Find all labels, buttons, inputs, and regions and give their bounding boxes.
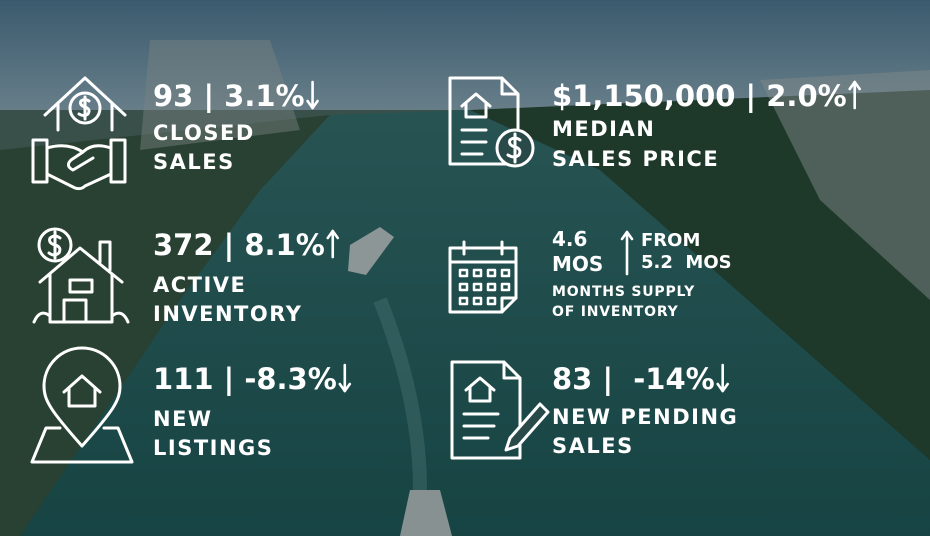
supply-from-label: FROM (641, 230, 700, 251)
icon-new-listings (30, 346, 134, 464)
arrow-part (716, 382, 729, 393)
trend-arrow-up (620, 230, 634, 276)
stat-label: SALES (153, 150, 235, 174)
stat-headline: 93 | 3.1% (153, 79, 305, 113)
stat-label: SALES (552, 434, 634, 458)
icons (30, 76, 550, 464)
trend-arrow-up (848, 80, 861, 110)
stat-label: CLOSED (153, 121, 255, 145)
stat-headline: 372 | 8.1% (153, 228, 325, 262)
stat-label: LISTINGS (153, 436, 273, 460)
supply-label: OF INVENTORY (552, 304, 679, 320)
stat-texts: 93 | 3.1% CLOSED SALES $1,150,000 | 2.0% MED… (153, 79, 861, 460)
arrow-part (338, 382, 352, 393)
icon-months-supply (448, 240, 518, 314)
arrow-part (620, 230, 634, 241)
supply-value: 4.6 (552, 227, 587, 251)
icon-median-price (448, 76, 535, 168)
trend-arrow-up (326, 229, 340, 259)
stat-headline: $1,150,000 | 2.0% (552, 79, 847, 113)
stat-label: INVENTORY (153, 302, 302, 326)
icon-active-inventory (32, 227, 130, 324)
stat-label: SALES PRICE (552, 147, 719, 171)
trend-arrow-down (306, 80, 319, 110)
icon-closed-sales (31, 76, 127, 191)
trend-arrow-down (338, 363, 352, 393)
arrow-part (306, 99, 319, 110)
icon-new-pending (450, 360, 550, 460)
stat-headline: 83 | -14% (552, 362, 715, 396)
supply-from-value: 5.2 MOS (641, 252, 732, 273)
supply-unit: MOS (552, 252, 603, 276)
supply-label: MONTHS SUPPLY (552, 284, 695, 300)
stat-label: NEW (153, 407, 213, 431)
stat-headline: 111 | -8.3% (153, 362, 337, 396)
trend-arrow-down (716, 363, 729, 393)
stat-label: MEDIAN (552, 117, 655, 141)
stat-label: ACTIVE (153, 273, 246, 297)
arrow-part (326, 229, 340, 240)
stat-label: NEW PENDING (552, 405, 738, 429)
arrow-part (848, 80, 861, 91)
